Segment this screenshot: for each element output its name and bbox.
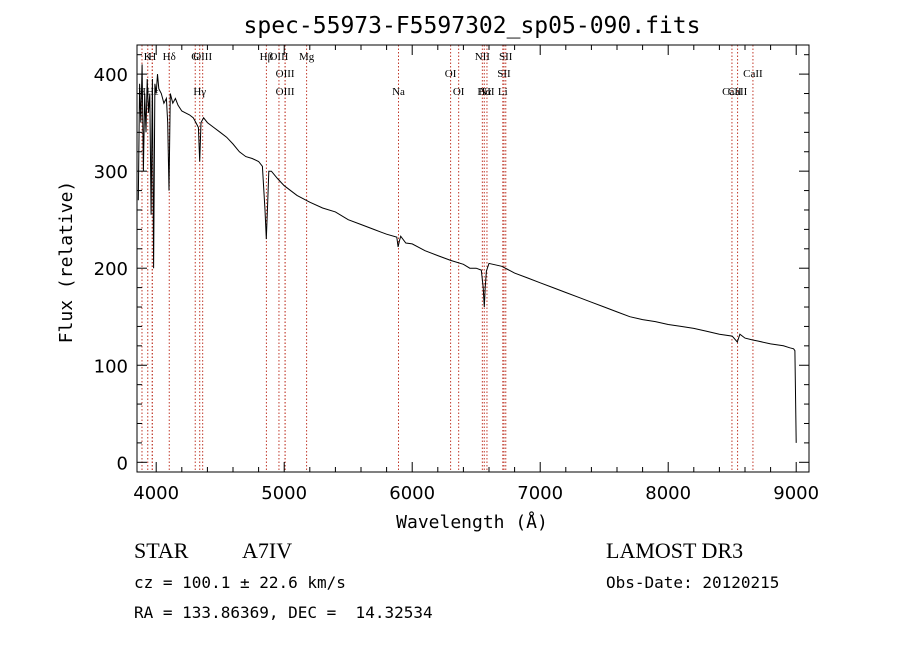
x-axis: 4000 5000 6000 7000 8000 9000: [133, 45, 819, 504]
line-label-hα: Hα: [477, 86, 491, 98]
line-label-oiii: OIII: [276, 68, 295, 80]
line-label-nii: NII: [479, 86, 495, 98]
line-label-oiii: OIII: [193, 51, 212, 63]
survey-name: LAMOST DR3: [606, 538, 744, 563]
object-class: STAR: [134, 538, 189, 563]
x-tick-label: 5000: [261, 483, 307, 504]
line-label-oiii: OIII: [269, 51, 288, 63]
plot-frame: [136, 44, 810, 473]
y-tick-label: 400: [94, 65, 128, 86]
line-label-nii: NII: [475, 51, 491, 63]
line-label-caii: CaII: [722, 86, 742, 98]
spectrum-line: [137, 64, 797, 443]
line-label-g: G: [191, 51, 199, 63]
y-axis: 0 100 200 300 400: [94, 54, 809, 474]
obs-date: Obs-Date: 20120215: [606, 573, 780, 592]
line-label-sii: SII: [497, 68, 511, 80]
y-tick-label: 0: [117, 453, 128, 474]
line-label-caii: CaII: [743, 68, 763, 80]
x-tick-label: 9000: [773, 483, 819, 504]
line-label-hδ: Hδ: [163, 51, 176, 63]
chart-title: spec-55973-F5597302_sp05-090.fits: [244, 13, 701, 39]
line-label-sii: SII: [499, 51, 513, 63]
line-label-mg: Mg: [299, 51, 315, 63]
y-axis-label: Flux (relative): [56, 181, 77, 344]
x-tick-label: 8000: [645, 483, 691, 504]
emission-line-markers: [141, 45, 754, 472]
line-label-h: H: [148, 51, 156, 63]
y-tick-label: 100: [94, 356, 128, 377]
object-subclass: A7IV: [242, 538, 293, 563]
y-tick-label: 300: [94, 162, 128, 183]
line-label-hγ: Hγ: [193, 86, 206, 98]
x-tick-label: 6000: [389, 483, 435, 504]
line-label-caii: CaII: [728, 86, 748, 98]
line-label-li: Li: [498, 86, 508, 98]
x-tick-label: 7000: [517, 483, 563, 504]
redshift-cz: cz = 100.1 ± 22.6 km/s: [134, 573, 346, 592]
x-tick-label: 4000: [133, 483, 179, 504]
line-label-na: Na: [392, 86, 405, 98]
x-axis-label: Wavelength (Å): [396, 511, 548, 533]
line-label-hβ: Hβ: [260, 51, 274, 63]
line-label-oi: OI: [445, 68, 457, 80]
y-tick-label: 200: [94, 259, 128, 280]
ra-dec: RA = 133.86369, DEC = 14.32534: [134, 603, 433, 622]
line-label-oi: OI: [453, 86, 465, 98]
line-label-oiii: OIII: [276, 86, 295, 98]
line-label-k: K: [144, 51, 152, 63]
